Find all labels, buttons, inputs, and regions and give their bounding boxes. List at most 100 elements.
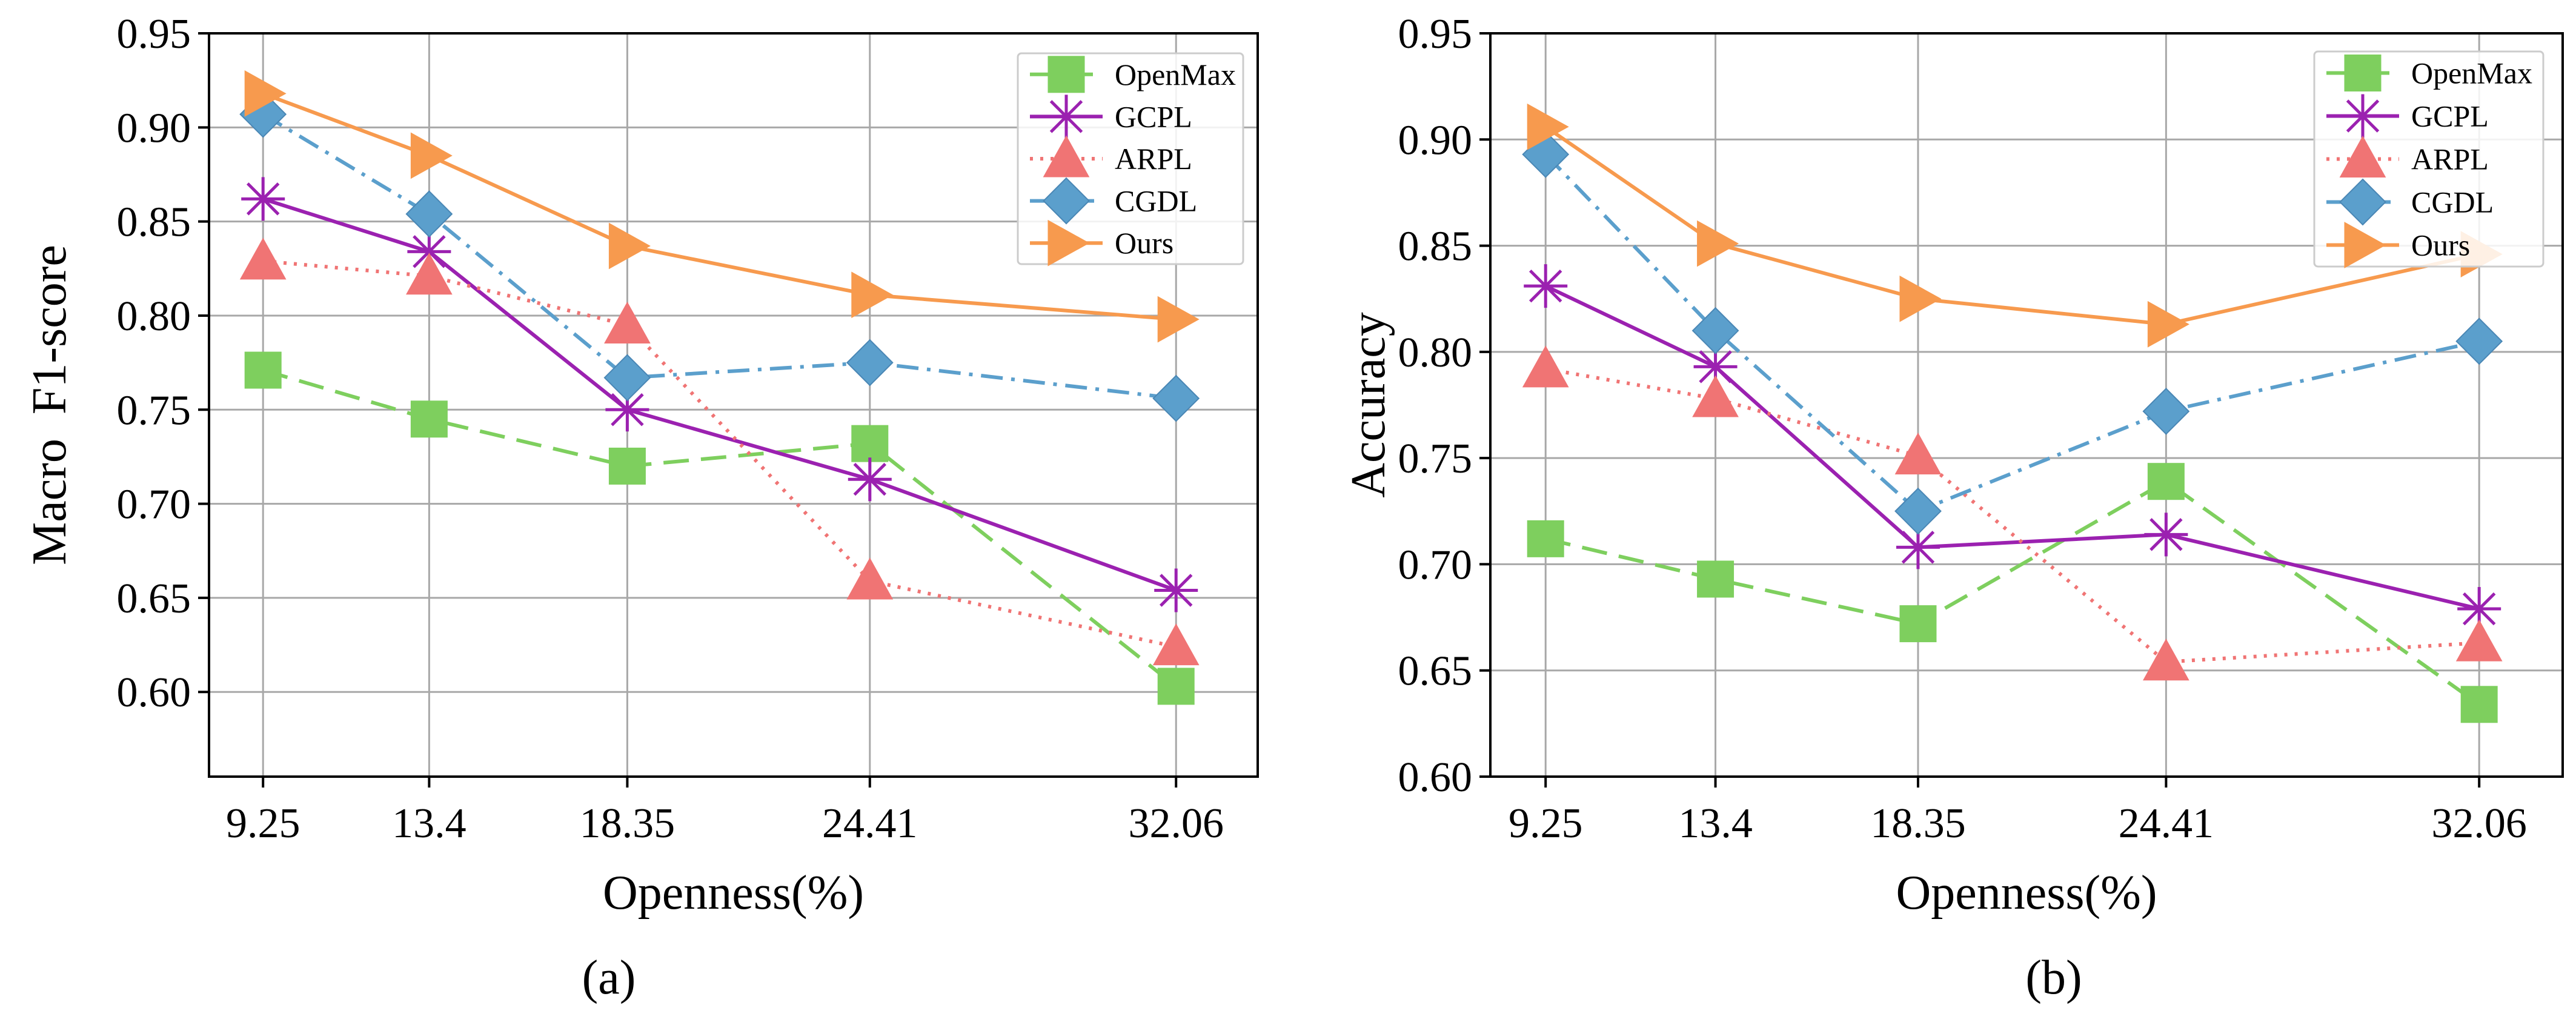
y-tick-label: 0.75: [117, 387, 191, 434]
data-point-cgdl: [2455, 317, 2503, 365]
data-point-arpl: [239, 237, 287, 280]
data-point-arpl: [1692, 375, 1739, 417]
data-point-arpl: [604, 301, 651, 343]
legend-label: OpenMax: [1115, 58, 1236, 91]
legend-label: Ours: [2411, 228, 2470, 262]
data-point-gcpl: [1154, 568, 1198, 612]
series-line-cgdl: [262, 113, 1177, 400]
legend-item-ours: Ours: [2326, 222, 2470, 268]
series-ours: [244, 70, 1200, 343]
data-point-openmax: [2147, 463, 2185, 500]
x-tick-label: 13.4: [392, 800, 466, 847]
x-axis-title: Openness(%): [603, 866, 864, 920]
legend-marker: [1043, 135, 1090, 177]
data-point-gcpl: [2457, 587, 2501, 631]
data-point-ours: [851, 271, 894, 319]
series-line-arpl: [1545, 367, 2480, 664]
legend-marker: [2339, 135, 2386, 177]
data-point-arpl: [1152, 623, 1200, 666]
chart-panel-a: 0.60 0.65 0.70 0.75 0.80 0.85 0.90 0.95 9.25 13.4…: [23, 11, 1259, 1004]
series-openmax: [1527, 463, 2498, 723]
data-point-arpl: [1522, 345, 1569, 388]
y-tick-label: 0.65: [1398, 648, 1473, 695]
series-line-arpl: [262, 259, 1177, 649]
y-tick-label: 0.80: [117, 293, 191, 340]
data-point-gcpl: [1693, 345, 1738, 389]
y-axis-title: Macro F1-score: [23, 245, 76, 565]
legend-label: CGDL: [1115, 184, 1197, 218]
data-point-openmax: [2460, 686, 2498, 723]
x-tick-label: 9.25: [226, 800, 300, 847]
series-gcpl: [241, 177, 1198, 612]
data-point-cgdl: [1691, 307, 1739, 354]
y-tick-label: 0.60: [117, 669, 191, 716]
data-point-openmax: [1697, 560, 1734, 598]
data-point-ours: [1527, 103, 1569, 150]
y-tick-label: 0.65: [117, 576, 191, 622]
series-cgdl: [239, 90, 1200, 422]
data-point-ours: [608, 222, 651, 270]
data-point-cgdl: [405, 190, 453, 238]
legend-item-cgdl: CGDL: [1030, 177, 1197, 225]
y-tick-label: 0.85: [1398, 224, 1473, 270]
series-arpl: [1522, 345, 2503, 681]
x-axis-title: Openness(%): [1896, 866, 2157, 920]
y-tick-label: 0.95: [117, 11, 191, 58]
data-point-arpl: [846, 557, 894, 600]
legend-marker: [2341, 94, 2385, 138]
legend-item-cgdl: CGDL: [2326, 178, 2494, 226]
y-tick-label: 0.90: [117, 105, 191, 151]
y-tick-label: 0.60: [1398, 754, 1473, 801]
legend: OpenMax GCPL ARPL CGDL Ours: [1017, 52, 1244, 267]
data-point-openmax: [244, 351, 282, 389]
series-line-openmax: [262, 368, 1178, 688]
plot-frame: [208, 32, 1259, 778]
series-openmax: [244, 351, 1195, 705]
y-axis-title: Accuracy: [1342, 312, 1395, 497]
legend-label: ARPL: [1115, 142, 1192, 176]
y-tick-label: 0.70: [1398, 542, 1473, 588]
panel-caption: (a): [582, 951, 636, 1004]
data-point-arpl: [1894, 433, 1942, 475]
series-line-gcpl: [1544, 284, 2480, 611]
data-point-cgdl: [846, 339, 894, 386]
x-tick-label: 18.35: [1870, 800, 1966, 847]
data-point-gcpl: [1896, 525, 1940, 569]
data-point-gcpl: [407, 230, 451, 274]
legend-item-arpl: ARPL: [2326, 135, 2489, 177]
legend-item-arpl: ARPL: [1030, 135, 1192, 177]
y-tick-label: 0.80: [1398, 330, 1473, 376]
plot-frame: [1489, 32, 2564, 778]
data-point-openmax: [851, 425, 889, 462]
data-point-ours: [1157, 296, 1200, 343]
x-tick-label: 32.06: [2431, 800, 2527, 847]
data-point-arpl: [406, 253, 453, 295]
y-tick-label: 0.90: [1398, 117, 1473, 164]
series-arpl: [239, 237, 1200, 666]
y-tick-label: 0.85: [117, 199, 191, 246]
series-gcpl: [1524, 264, 2501, 631]
series-cgdl: [1522, 130, 2503, 535]
x-tick-label: 24.41: [822, 800, 918, 847]
legend-marker: [2344, 55, 2382, 91]
data-point-ours: [1899, 275, 1942, 322]
data-point-gcpl: [1524, 264, 1568, 308]
legend-item-gcpl: GCPL: [1030, 95, 1192, 139]
y-tick-label: 0.95: [1398, 11, 1473, 58]
legend-marker: [1044, 95, 1088, 139]
data-point-ours: [1697, 220, 1739, 267]
legend-item-ours: Ours: [1030, 219, 1173, 267]
legend-item-gcpl: GCPL: [2326, 94, 2489, 138]
legend-label: OpenMax: [2411, 56, 2532, 90]
data-point-cgdl: [603, 354, 651, 402]
data-point-arpl: [2455, 619, 2503, 662]
x-tick-label: 24.41: [2119, 800, 2214, 847]
legend-marker: [1043, 177, 1090, 225]
legend-label: Ours: [1115, 226, 1173, 260]
x-tick-label: 32.06: [1128, 800, 1224, 847]
x-tick-label: 9.25: [1509, 800, 1583, 847]
data-point-ours: [410, 132, 453, 179]
data-point-cgdl: [1152, 374, 1200, 422]
